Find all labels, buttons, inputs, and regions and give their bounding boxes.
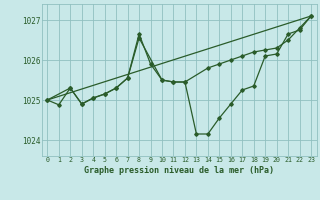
X-axis label: Graphe pression niveau de la mer (hPa): Graphe pression niveau de la mer (hPa)	[84, 166, 274, 175]
